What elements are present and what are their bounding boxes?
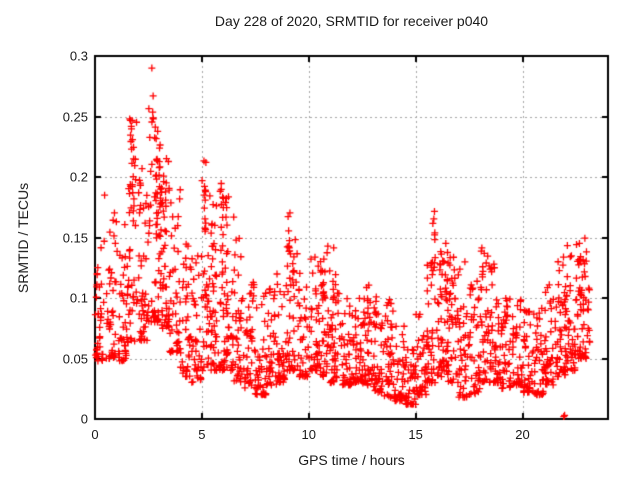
y-tick-label: 0.1 — [69, 290, 88, 306]
x-tick-label: 15 — [408, 427, 423, 442]
x-axis-label: GPS time / hours — [298, 452, 405, 468]
x-tick-label: 0 — [91, 427, 99, 442]
x-tick-label: 20 — [515, 427, 530, 442]
x-tick-label: 5 — [198, 427, 206, 442]
y-tick-label: 0 — [80, 411, 88, 427]
y-tick-label: 0.2 — [69, 169, 88, 185]
y-tick-label: 0.15 — [62, 230, 88, 245]
y-tick-label: 0.05 — [62, 351, 88, 366]
y-tick-label: 0.3 — [69, 48, 88, 64]
y-tick-label: 0.25 — [62, 109, 88, 124]
chart-title: Day 228 of 2020, SRMTID for receiver p04… — [214, 13, 489, 29]
x-tick-label: 10 — [301, 427, 316, 442]
y-axis-label: SRMTID / TECUs — [15, 182, 31, 294]
